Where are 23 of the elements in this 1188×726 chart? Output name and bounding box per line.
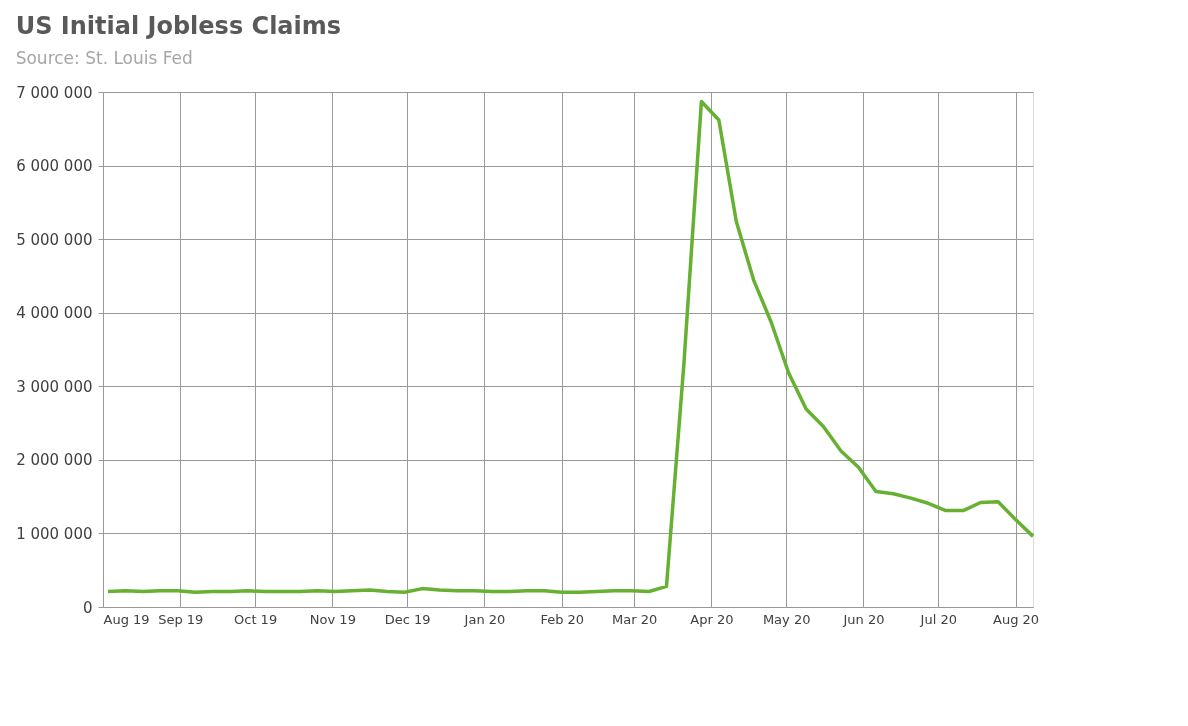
- y-tick-label: 6 000 000: [16, 157, 93, 176]
- x-tick-label: Sep 19: [158, 611, 204, 627]
- y-tick-label: 3 000 000: [16, 377, 93, 396]
- x-tick-label: Feb 20: [540, 611, 585, 627]
- x-tick-label: May 20: [762, 611, 811, 627]
- y-tick-label: 1 000 000: [16, 524, 93, 543]
- y-tick-label: 5 000 000: [16, 230, 93, 249]
- x-tick-label: Jul 20: [919, 611, 957, 627]
- x-tick-label: Jan 20: [463, 611, 506, 627]
- y-tick-label: 4 000 000: [16, 304, 93, 323]
- y-tick-label: 0: [82, 598, 93, 617]
- x-tick-label: Dec 19: [384, 611, 431, 627]
- chart-subtitle: Source: St. Louis Fed: [15, 48, 193, 68]
- y-tick-label: 2 000 000: [16, 451, 93, 470]
- x-tick-label: Nov 19: [309, 611, 356, 627]
- x-tick-label: Aug 20: [993, 611, 1040, 627]
- chart-title: US Initial Jobless Claims: [15, 12, 342, 40]
- y-tick-label: 7 000 000: [16, 83, 93, 102]
- x-tick-label: Aug 19: [103, 611, 150, 627]
- x-tick-label: Mar 20: [611, 611, 658, 627]
- x-tick-label: Apr 20: [690, 611, 734, 627]
- x-tick-label: Oct 19: [234, 611, 278, 627]
- x-tick-label: Jun 20: [842, 611, 885, 627]
